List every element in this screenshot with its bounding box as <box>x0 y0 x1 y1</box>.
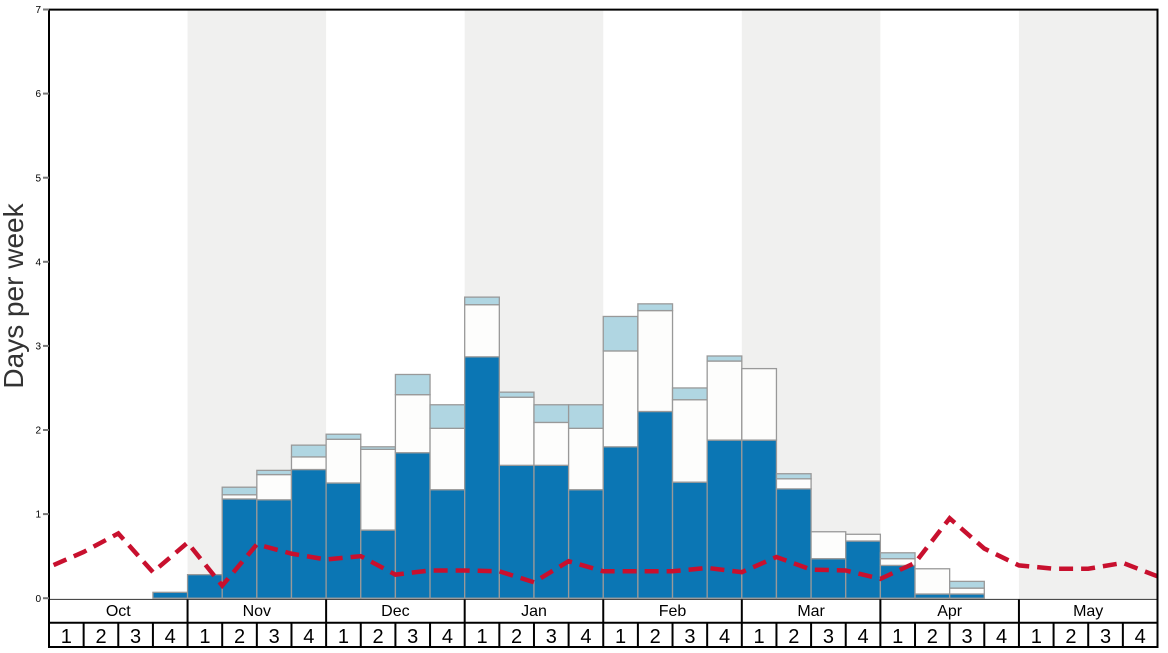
svg-text:Nov: Nov <box>243 603 271 620</box>
svg-text:2: 2 <box>788 626 799 648</box>
svg-text:0: 0 <box>35 594 41 605</box>
svg-text:4: 4 <box>858 626 869 648</box>
svg-text:2: 2 <box>927 626 938 648</box>
svg-text:2: 2 <box>35 426 41 437</box>
svg-text:3: 3 <box>823 626 834 648</box>
svg-text:3: 3 <box>961 626 972 648</box>
svg-text:1: 1 <box>615 626 626 648</box>
svg-text:Jan: Jan <box>521 603 547 620</box>
svg-text:7: 7 <box>35 5 41 16</box>
svg-text:4: 4 <box>1135 626 1146 648</box>
svg-text:4: 4 <box>165 626 176 648</box>
svg-text:1: 1 <box>754 626 765 648</box>
svg-text:4: 4 <box>303 626 314 648</box>
svg-text:3: 3 <box>546 626 557 648</box>
svg-text:3: 3 <box>1100 626 1111 648</box>
svg-text:Mar: Mar <box>797 603 825 620</box>
svg-text:1: 1 <box>1031 626 1042 648</box>
svg-text:4: 4 <box>442 626 453 648</box>
svg-text:3: 3 <box>407 626 418 648</box>
svg-text:3: 3 <box>130 626 141 648</box>
svg-text:5: 5 <box>35 173 41 184</box>
svg-text:1: 1 <box>61 626 72 648</box>
svg-text:Dec: Dec <box>381 603 409 620</box>
svg-text:2: 2 <box>511 626 522 648</box>
svg-text:2: 2 <box>1065 626 1076 648</box>
svg-text:1: 1 <box>35 510 41 521</box>
svg-text:2: 2 <box>373 626 384 648</box>
svg-text:6: 6 <box>35 89 41 100</box>
svg-text:3: 3 <box>269 626 280 648</box>
svg-text:2: 2 <box>650 626 661 648</box>
svg-text:1: 1 <box>892 626 903 648</box>
svg-text:Oct: Oct <box>106 603 131 620</box>
svg-text:4: 4 <box>719 626 730 648</box>
svg-text:1: 1 <box>338 626 349 648</box>
svg-text:Feb: Feb <box>659 603 687 620</box>
svg-text:4: 4 <box>35 257 41 268</box>
svg-text:Days per week: Days per week <box>0 202 29 388</box>
svg-text:2: 2 <box>234 626 245 648</box>
svg-text:1: 1 <box>199 626 210 648</box>
svg-text:May: May <box>1073 603 1103 620</box>
svg-text:3: 3 <box>35 342 41 353</box>
svg-text:3: 3 <box>684 626 695 648</box>
svg-text:1: 1 <box>476 626 487 648</box>
svg-text:2: 2 <box>95 626 106 648</box>
svg-text:4: 4 <box>580 626 591 648</box>
svg-text:4: 4 <box>996 626 1007 648</box>
svg-text:Apr: Apr <box>937 603 963 620</box>
